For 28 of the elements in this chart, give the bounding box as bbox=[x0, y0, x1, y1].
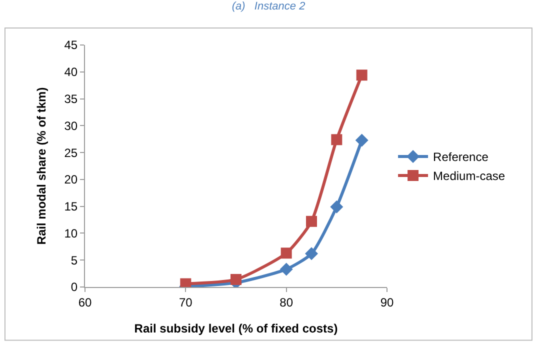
y-tick-label: 10 bbox=[64, 226, 78, 240]
point bbox=[356, 70, 368, 81]
y-tick-label: 15 bbox=[64, 200, 78, 214]
point bbox=[230, 274, 242, 285]
x-tick-label: 60 bbox=[78, 295, 92, 310]
y-tick-label: 40 bbox=[64, 65, 78, 80]
y-tick-label: 30 bbox=[64, 118, 78, 133]
y-tick-label: 20 bbox=[64, 172, 78, 187]
legend-label: Reference bbox=[433, 150, 489, 164]
legend-label: Medium-case bbox=[433, 169, 506, 184]
y-axis-title: Rail modal share (% of tkm) bbox=[34, 87, 49, 245]
point bbox=[280, 248, 292, 259]
point bbox=[305, 247, 318, 260]
x-tick-label: 90 bbox=[380, 295, 394, 310]
y-tick-label: 0 bbox=[70, 280, 78, 294]
point bbox=[330, 200, 344, 214]
y-tick-label: 35 bbox=[64, 92, 78, 106]
y-tick-label: 25 bbox=[64, 146, 78, 160]
point bbox=[331, 134, 342, 146]
y-tick-label: 45 bbox=[64, 38, 78, 52]
x-axis-title: Rail subsidy level (% of fixed costs) bbox=[134, 321, 338, 336]
x-tick-label: 70 bbox=[178, 295, 193, 310]
point bbox=[280, 262, 293, 276]
point bbox=[306, 216, 317, 227]
chart-title: (a) Instance 2 bbox=[232, 0, 306, 12]
y-tick-label: 5 bbox=[70, 253, 78, 268]
x-tick-label: 80 bbox=[280, 295, 294, 310]
point bbox=[355, 134, 368, 147]
